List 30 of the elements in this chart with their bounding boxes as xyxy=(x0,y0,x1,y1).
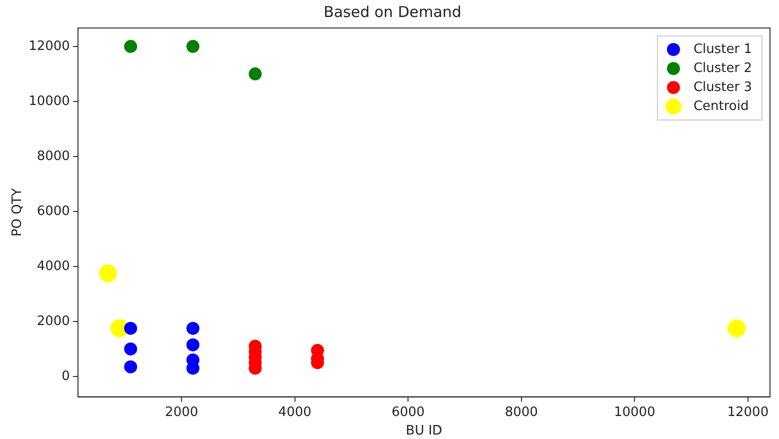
x-tick-label: 8000 xyxy=(504,404,538,420)
point xyxy=(728,319,746,338)
x-tick-label: 6000 xyxy=(392,404,425,420)
point xyxy=(186,40,200,53)
legend-label: Cluster 2 xyxy=(693,60,752,76)
point xyxy=(124,342,138,356)
y-tick-label: 10000 xyxy=(28,94,70,109)
point xyxy=(248,67,262,80)
x-tick-label: 10000 xyxy=(614,404,656,420)
y-tick-label: 0 xyxy=(62,368,70,384)
y-tick-label: 2000 xyxy=(36,314,70,329)
y-tick-label: 6000 xyxy=(36,204,70,219)
point xyxy=(98,264,117,282)
x-axis-title: BU ID xyxy=(406,424,442,439)
y-tick-label: 4000 xyxy=(36,258,70,274)
y-tick-label: 12000 xyxy=(28,38,70,54)
legend-label: Cluster 1 xyxy=(693,42,752,57)
y-tick-label: 8000 xyxy=(36,148,70,164)
legend-label: Centroid xyxy=(693,98,749,114)
point xyxy=(124,322,138,335)
point xyxy=(186,322,200,335)
point xyxy=(124,360,138,374)
legend-label: Cluster 3 xyxy=(693,80,752,95)
point xyxy=(186,338,200,352)
y-axis-title: PO QTY xyxy=(10,188,26,237)
x-tick-label: 12000 xyxy=(727,404,769,420)
x-tick-label: 2000 xyxy=(165,404,198,420)
chart-title: Based on Demand xyxy=(324,2,462,21)
point xyxy=(124,40,138,53)
x-tick-label: 4000 xyxy=(278,404,312,420)
